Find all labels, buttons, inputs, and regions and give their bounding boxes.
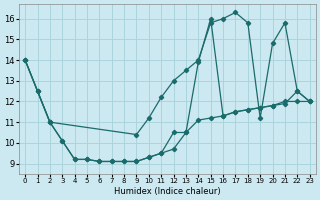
X-axis label: Humidex (Indice chaleur): Humidex (Indice chaleur) [114, 187, 221, 196]
